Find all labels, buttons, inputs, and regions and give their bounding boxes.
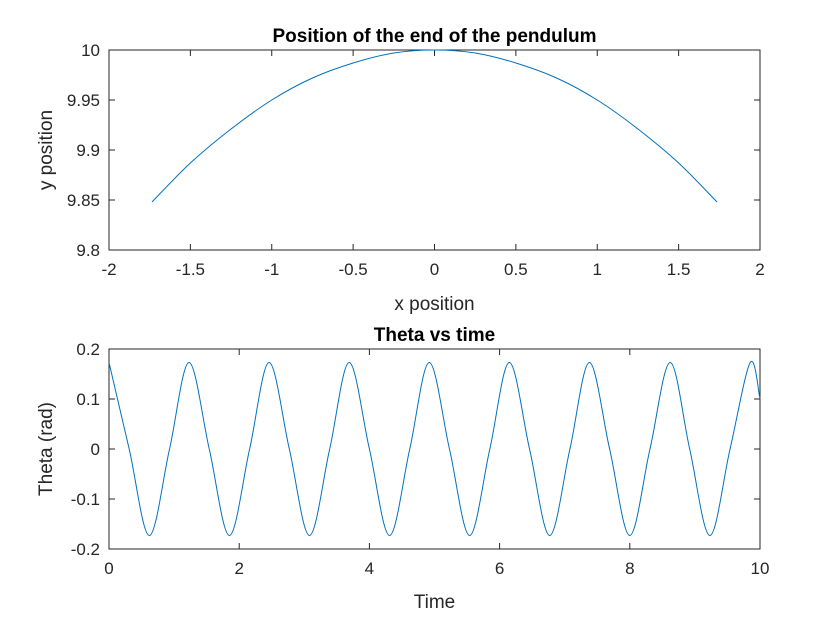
theta-y-tick-label: 0 (91, 440, 100, 459)
position-y-ticks: 9.8 9.85 9.9 9.95 10 (67, 41, 760, 260)
position-y-tick-label: 9.85 (67, 191, 100, 210)
theta-x-tick-label: 2 (234, 559, 243, 578)
theta-y-tick-label: -0.2 (71, 540, 100, 559)
position-x-tick-label: 1 (593, 260, 602, 279)
position-x-tick-label: -1.5 (176, 260, 205, 279)
theta-y-tick-label: 0.1 (76, 390, 100, 409)
position-series-line (151, 49, 718, 203)
position-plot-area (108, 49, 761, 251)
theta-x-tick-label: 6 (495, 559, 504, 578)
theta-x-axis-label: Time (414, 592, 456, 613)
position-x-ticks: -2 -1.5 -1 -0.5 0 0.5 1 1.5 2 (101, 50, 765, 279)
theta-y-tick-label: 0.2 (76, 340, 100, 359)
position-x-tick-label: -0.5 (338, 260, 367, 279)
position-x-tick-label: -1 (264, 260, 279, 279)
theta-x-tick-label: 10 (751, 559, 770, 578)
theta-y-tick-label: -0.1 (71, 490, 100, 509)
position-x-tick-label: 2 (755, 260, 764, 279)
theta-y-axis-label: Theta (rad) (36, 402, 57, 496)
theta-series-line (108, 360, 761, 537)
theta-y-ticks: -0.2 -0.1 0 0.1 0.2 (71, 340, 760, 559)
theta-x-tick-label: 8 (625, 559, 634, 578)
position-x-axis-label: x position (394, 294, 474, 315)
theta-plot-title: Theta vs time (374, 325, 495, 346)
position-x-tick-label: 0.5 (504, 260, 528, 279)
theta-x-tick-label: 0 (104, 559, 113, 578)
theta-plot: Theta vs time 0 2 4 6 8 10 -0.2 -0.1 0 0.1 0.2 Ti… (36, 325, 769, 613)
position-y-tick-label: 9.8 (76, 241, 100, 260)
position-y-tick-label: 10 (81, 41, 100, 60)
position-y-tick-label: 9.9 (76, 141, 100, 160)
position-x-tick-label: 1.5 (667, 260, 691, 279)
position-x-tick-label: -2 (101, 260, 116, 279)
position-series (151, 49, 718, 203)
position-y-axis-label: y position (36, 110, 57, 190)
theta-plot-area (108, 348, 761, 550)
position-x-tick-label: 0 (430, 260, 439, 279)
theta-x-tick-label: 4 (365, 559, 374, 578)
theta-series (108, 360, 761, 537)
position-plot-title: Position of the end of the pendulum (272, 26, 596, 47)
position-y-tick-label: 9.95 (67, 91, 100, 110)
theta-x-ticks: 0 2 4 6 8 10 (104, 349, 769, 578)
position-plot: Position of the end of the pendulum -2 -1… (36, 26, 765, 315)
